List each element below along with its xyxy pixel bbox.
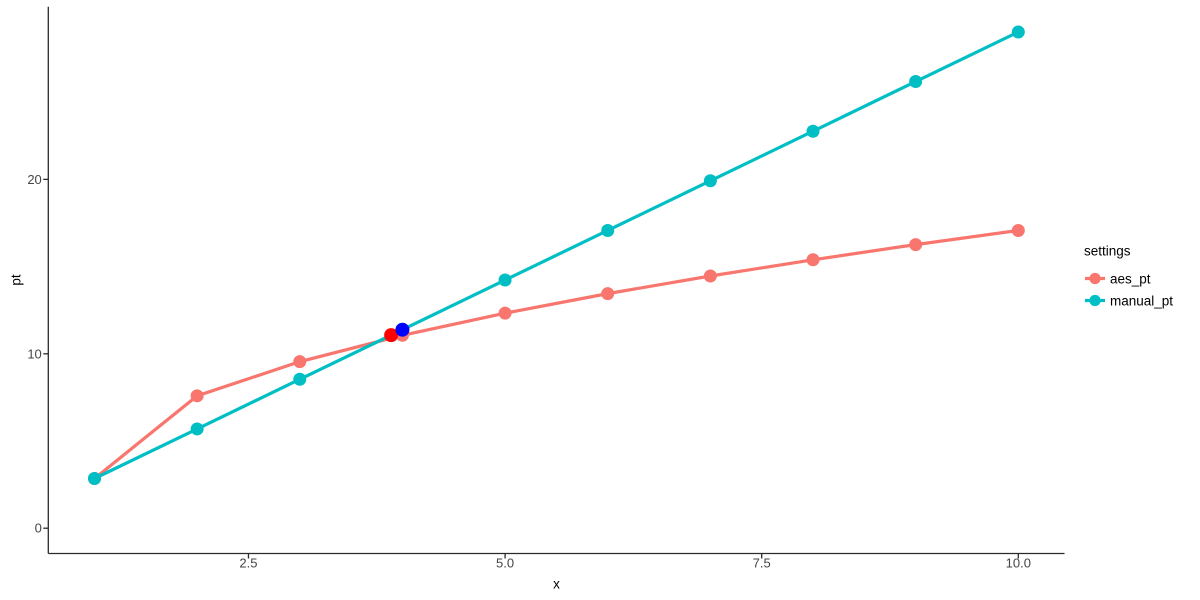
legend-key-aes-pt-point-icon — [1089, 272, 1101, 285]
series-point-aes_pt — [1011, 223, 1025, 237]
series-point-aes_pt — [703, 269, 717, 283]
red-highlight-point — [384, 328, 399, 343]
series-point-manual_pt — [909, 75, 923, 89]
series-line-aes_pt — [93, 228, 1019, 480]
series-point-manual_pt — [498, 273, 512, 287]
series-point-aes_pt — [498, 306, 512, 320]
series-point-manual_pt — [703, 174, 717, 188]
series-point-aes_pt — [293, 355, 307, 369]
legend: settings aes_pt manual_pt — [1084, 244, 1173, 309]
axes-layer: 2.5 5.0 7.5 10.0 0 10 20 — [27, 6, 1065, 571]
legend-label-manual-pt: manual_pt — [1110, 294, 1173, 309]
blue-highlight-point — [395, 322, 410, 337]
series-point-aes_pt — [601, 287, 615, 301]
y-axis-title: pt — [9, 274, 24, 286]
series-point-manual_pt — [87, 472, 101, 486]
series-point-aes_pt — [806, 253, 820, 267]
series-point-manual_pt — [190, 422, 204, 436]
y-tick-label: 20 — [27, 172, 41, 187]
x-tick-label: 10.0 — [1006, 556, 1031, 571]
x-tick-label: 2.5 — [239, 556, 257, 571]
series-line-manual_pt — [93, 30, 1020, 480]
legend-key-manual-pt-point-icon — [1089, 294, 1101, 307]
series-point-manual_pt — [601, 223, 615, 237]
legend-title: settings — [1084, 244, 1131, 259]
series-point-manual_pt — [293, 372, 307, 386]
x-axis-title: x — [553, 577, 560, 592]
series-point-manual_pt — [1011, 25, 1025, 39]
series-point-aes_pt — [190, 389, 204, 403]
series-point-manual_pt — [806, 124, 820, 138]
y-tick-label: 0 — [35, 521, 42, 536]
x-tick-label: 5.0 — [496, 556, 514, 571]
y-tick-label: 10 — [27, 346, 41, 361]
x-tick-label: 7.5 — [753, 556, 771, 571]
series-point-aes_pt — [909, 238, 923, 252]
legend-entry-manual-pt: manual_pt — [1085, 294, 1173, 309]
legend-entry-aes-pt: aes_pt — [1085, 272, 1151, 287]
legend-label-aes-pt: aes_pt — [1110, 272, 1151, 287]
series-layer — [87, 25, 1025, 486]
